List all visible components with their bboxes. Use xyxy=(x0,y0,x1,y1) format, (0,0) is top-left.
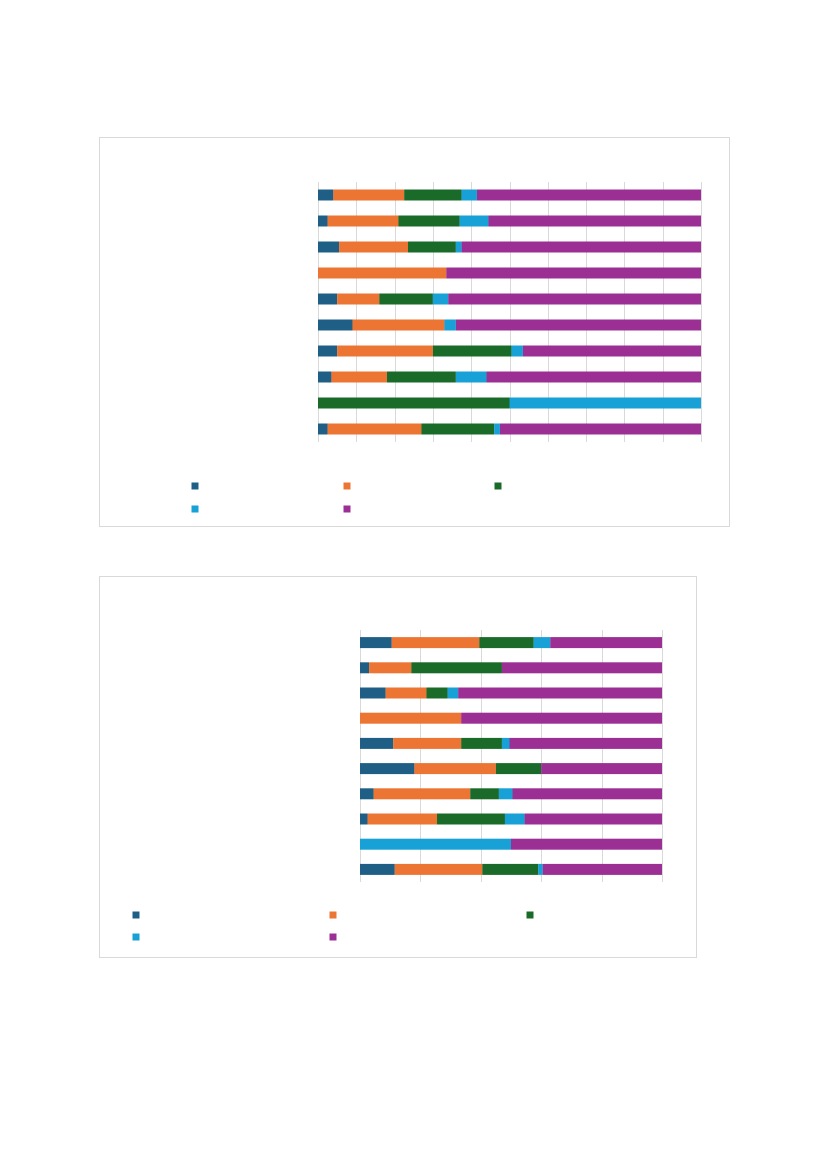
bar-segment xyxy=(337,293,380,305)
bar-segment xyxy=(446,267,701,279)
bar-segment xyxy=(482,863,539,875)
bar-segment xyxy=(461,189,477,201)
bar-segment xyxy=(533,637,551,649)
bar-segment xyxy=(511,345,523,357)
bar-segment xyxy=(470,788,499,800)
bar-segment xyxy=(486,371,701,383)
bar-segment xyxy=(379,293,433,305)
legend-swatch xyxy=(132,933,140,941)
bar-segment xyxy=(541,763,662,775)
bar-segment xyxy=(499,423,701,435)
bar-segment xyxy=(391,637,480,649)
bar-segment xyxy=(373,788,471,800)
bar-segment xyxy=(398,215,460,227)
bar-segment xyxy=(360,737,394,749)
bar-segment xyxy=(455,241,462,253)
bar-segment xyxy=(352,319,445,331)
bar-segment xyxy=(455,371,487,383)
bar-segment xyxy=(360,813,368,825)
bar-segment xyxy=(360,863,395,875)
bar-segment xyxy=(421,423,495,435)
bar-segment xyxy=(411,662,502,674)
legend-swatch xyxy=(191,505,199,513)
bar-segment xyxy=(455,319,701,331)
bar-segment xyxy=(479,637,534,649)
bar-segment xyxy=(360,662,370,674)
bar-segment xyxy=(333,189,405,201)
bar-segment xyxy=(327,215,399,227)
bar-segment xyxy=(488,215,701,227)
bar-segment xyxy=(448,293,701,305)
bar-segment xyxy=(542,863,662,875)
legend-swatch xyxy=(329,911,337,919)
bar-segment xyxy=(461,737,502,749)
bar-segment xyxy=(504,813,525,825)
bar-segment xyxy=(339,241,409,253)
bar-segment xyxy=(394,863,483,875)
bar-segment xyxy=(498,788,513,800)
bar-segment xyxy=(393,737,462,749)
bar-segment xyxy=(318,423,328,435)
bar-segment xyxy=(509,737,662,749)
legend-swatch xyxy=(132,911,140,919)
legend-swatch xyxy=(526,911,534,919)
legend-swatch xyxy=(494,482,502,490)
bar-segment xyxy=(459,215,489,227)
legend-swatch xyxy=(343,482,351,490)
bar-segment xyxy=(550,637,662,649)
bar-segment xyxy=(318,215,328,227)
bar-segment xyxy=(524,813,662,825)
bar-segment xyxy=(318,267,447,279)
bar-segment xyxy=(447,687,459,699)
bar-segment xyxy=(404,189,462,201)
bar-segment xyxy=(461,241,701,253)
bar-segment xyxy=(437,813,505,825)
bar-segment xyxy=(444,319,456,331)
bar-segment xyxy=(512,788,662,800)
bar-segment xyxy=(511,838,662,850)
bar-segment xyxy=(318,371,332,383)
bar-segment xyxy=(509,397,701,409)
bar-segment xyxy=(386,371,456,383)
legend-swatch xyxy=(343,505,351,513)
legend-swatch xyxy=(329,933,337,941)
bar-segment xyxy=(327,423,422,435)
bar-segment xyxy=(385,687,427,699)
bar-segment xyxy=(360,788,374,800)
bar-segment xyxy=(318,397,510,409)
bar-segment xyxy=(369,662,412,674)
bar-segment xyxy=(501,662,662,674)
bar-segment xyxy=(360,637,392,649)
bar-segment xyxy=(360,838,511,850)
bar-segment xyxy=(318,241,340,253)
bar-segment xyxy=(318,319,353,331)
bar-segment xyxy=(495,763,542,775)
bar-segment xyxy=(414,763,496,775)
bar-segment xyxy=(360,712,462,724)
bar-segment xyxy=(461,712,662,724)
bar-segment xyxy=(360,687,386,699)
bar-segment xyxy=(538,863,543,875)
bar-segment xyxy=(367,813,438,825)
legend-swatch xyxy=(191,482,199,490)
bar-segment xyxy=(318,293,338,305)
bar-segment xyxy=(476,189,701,201)
bar-segment xyxy=(432,293,449,305)
bar-segment xyxy=(331,371,387,383)
bar-segment xyxy=(318,345,338,357)
bar-segment xyxy=(426,687,448,699)
bar-segment xyxy=(458,687,662,699)
bar-segment xyxy=(522,345,701,357)
bar-segment xyxy=(318,189,334,201)
bar-segment xyxy=(408,241,456,253)
bar-segment xyxy=(337,345,433,357)
bar-segment xyxy=(494,423,500,435)
bar-segment xyxy=(360,763,415,775)
bar-segment xyxy=(432,345,512,357)
bar-segment xyxy=(501,737,510,749)
